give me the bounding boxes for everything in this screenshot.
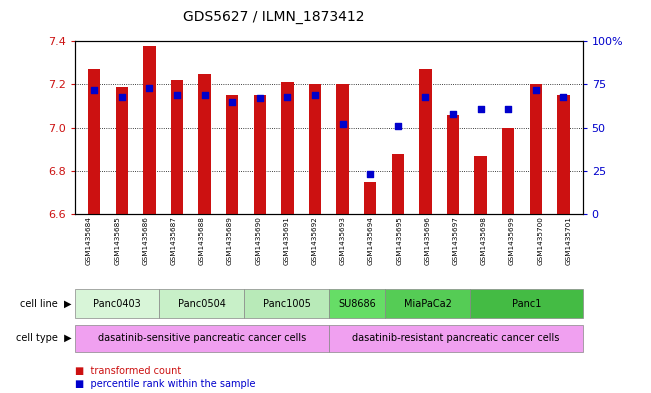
- Text: GSM1435692: GSM1435692: [312, 216, 318, 265]
- Text: dasatinib-sensitive pancreatic cancer cells: dasatinib-sensitive pancreatic cancer ce…: [98, 333, 306, 343]
- Text: GSM1435695: GSM1435695: [396, 216, 402, 265]
- Bar: [391, 154, 404, 214]
- Text: GSM1435697: GSM1435697: [452, 216, 459, 265]
- Bar: [557, 95, 570, 214]
- Point: [337, 121, 348, 127]
- Text: GSM1435694: GSM1435694: [368, 216, 374, 265]
- Text: MiaPaCa2: MiaPaCa2: [404, 299, 451, 309]
- Text: Panc0504: Panc0504: [178, 299, 226, 309]
- Point: [310, 92, 320, 98]
- Text: GSM1435691: GSM1435691: [283, 216, 290, 265]
- Point: [558, 94, 568, 100]
- Point: [199, 92, 210, 98]
- Point: [117, 94, 127, 100]
- Text: GSM1435684: GSM1435684: [86, 216, 92, 265]
- Text: GSM1435689: GSM1435689: [227, 216, 233, 265]
- Text: GSM1435693: GSM1435693: [340, 216, 346, 265]
- Bar: [447, 115, 459, 214]
- Bar: [199, 74, 211, 214]
- Bar: [337, 84, 349, 214]
- Point: [365, 171, 376, 178]
- Text: ■  transformed count: ■ transformed count: [75, 366, 181, 376]
- Text: GSM1435699: GSM1435699: [509, 216, 515, 265]
- Bar: [529, 84, 542, 214]
- Point: [393, 123, 403, 129]
- Text: GSM1435690: GSM1435690: [255, 216, 261, 265]
- Bar: [143, 46, 156, 214]
- Point: [227, 99, 238, 105]
- Text: GSM1435700: GSM1435700: [537, 216, 544, 265]
- Text: GSM1435698: GSM1435698: [481, 216, 487, 265]
- Text: Panc1: Panc1: [512, 299, 541, 309]
- Point: [255, 95, 265, 101]
- Point: [420, 94, 430, 100]
- Point: [503, 106, 514, 112]
- Bar: [419, 70, 432, 214]
- Text: Panc0403: Panc0403: [93, 299, 141, 309]
- Bar: [253, 95, 266, 214]
- Point: [282, 94, 292, 100]
- Point: [448, 111, 458, 117]
- Bar: [475, 156, 487, 214]
- Text: dasatinib-resistant pancreatic cancer cells: dasatinib-resistant pancreatic cancer ce…: [352, 333, 559, 343]
- Text: ■  percentile rank within the sample: ■ percentile rank within the sample: [75, 379, 255, 389]
- Text: GSM1435687: GSM1435687: [171, 216, 176, 265]
- Point: [475, 106, 486, 112]
- Text: cell type  ▶: cell type ▶: [16, 333, 72, 343]
- Text: SU8686: SU8686: [338, 299, 376, 309]
- Text: GSM1435685: GSM1435685: [114, 216, 120, 265]
- Text: GSM1435686: GSM1435686: [143, 216, 148, 265]
- Bar: [281, 83, 294, 214]
- Text: GDS5627 / ILMN_1873412: GDS5627 / ILMN_1873412: [183, 10, 364, 24]
- Text: GSM1435701: GSM1435701: [566, 216, 572, 265]
- Text: cell line  ▶: cell line ▶: [20, 299, 72, 309]
- Text: GSM1435688: GSM1435688: [199, 216, 205, 265]
- Bar: [309, 84, 321, 214]
- Bar: [171, 80, 183, 214]
- Bar: [116, 87, 128, 214]
- Bar: [226, 95, 238, 214]
- Bar: [364, 182, 376, 214]
- Point: [144, 85, 154, 91]
- Text: Panc1005: Panc1005: [262, 299, 311, 309]
- Point: [89, 86, 100, 93]
- Point: [172, 92, 182, 98]
- Bar: [88, 70, 100, 214]
- Point: [531, 86, 541, 93]
- Text: GSM1435696: GSM1435696: [424, 216, 430, 265]
- Bar: [502, 128, 514, 214]
